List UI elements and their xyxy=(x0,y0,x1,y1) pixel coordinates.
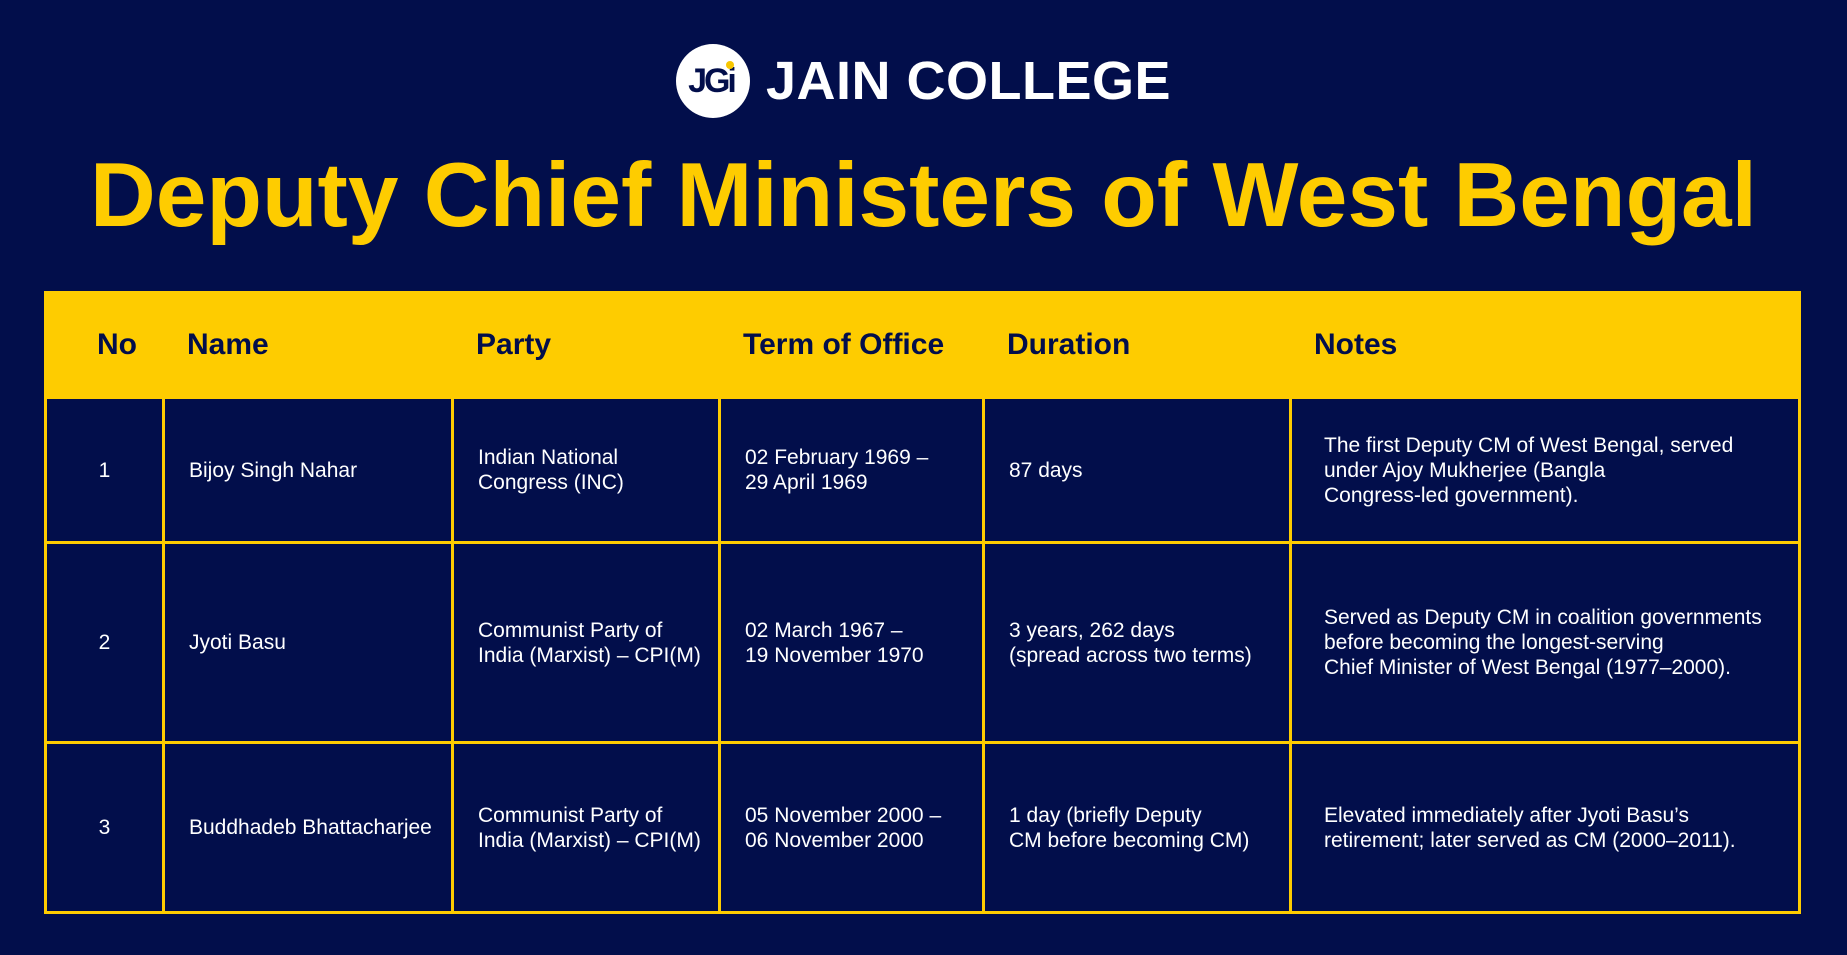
cell-party: Indian National Congress (INC) xyxy=(451,396,721,544)
table-row: 1 Bijoy Singh Nahar Indian National Cong… xyxy=(44,396,1801,544)
cell-notes: Elevated immediately after Jyoti Basu’s … xyxy=(1289,741,1801,914)
header-notes: Notes xyxy=(1289,291,1801,399)
logo-dot xyxy=(725,61,734,69)
cell-notes: Served as Deputy CM in coalition governm… xyxy=(1289,541,1801,744)
header-duration: Duration xyxy=(982,291,1292,399)
deputy-cm-table-container: No Name Party Term of Office Duration No… xyxy=(44,291,1801,914)
header-party: Party xyxy=(451,291,721,399)
cell-party: Communist Party of India (Marxist) – CPI… xyxy=(451,541,721,744)
table-row: 2 Jyoti Basu Communist Party of India (M… xyxy=(44,541,1801,744)
cell-no: 2 xyxy=(44,541,165,744)
header-term: Term of Office xyxy=(718,291,985,399)
header-row: No Name Party Term of Office Duration No… xyxy=(44,291,1801,399)
table-body: 1 Bijoy Singh Nahar Indian National Cong… xyxy=(44,396,1801,914)
cell-duration: 1 day (briefly Deputy CM before becoming… xyxy=(982,741,1292,914)
cell-no: 1 xyxy=(44,396,165,544)
table-header: No Name Party Term of Office Duration No… xyxy=(44,291,1801,399)
brand-header: JGi JAIN COLLEGE xyxy=(0,43,1847,119)
cell-no: 3 xyxy=(44,741,165,914)
cell-duration: 3 years, 262 days (spread across two ter… xyxy=(982,541,1292,744)
cell-name: Buddhadeb Bhattacharjee xyxy=(162,741,454,914)
college-logo: JGi xyxy=(675,44,750,118)
header-no: No xyxy=(44,291,165,399)
page-title: Deputy Chief Ministers of West Bengal xyxy=(90,145,1757,246)
table-row: 3 Buddhadeb Bhattacharjee Communist Part… xyxy=(44,741,1801,914)
deputy-cm-table: No Name Party Term of Office Duration No… xyxy=(44,291,1801,914)
cell-term: 02 March 1967 – 19 November 1970 xyxy=(718,541,985,744)
cell-name: Jyoti Basu xyxy=(162,541,454,744)
cell-duration: 87 days xyxy=(982,396,1292,544)
cell-notes: The first Deputy CM of West Bengal, serv… xyxy=(1289,396,1801,544)
cell-term: 02 February 1969 – 29 April 1969 xyxy=(718,396,985,544)
header-name: Name xyxy=(162,291,454,399)
cell-term: 05 November 2000 – 06 November 2000 xyxy=(718,741,985,914)
cell-name: Bijoy Singh Nahar xyxy=(162,396,454,544)
college-name: JAIN COLLEGE xyxy=(765,51,1172,111)
cell-party: Communist Party of India (Marxist) – CPI… xyxy=(451,741,721,914)
